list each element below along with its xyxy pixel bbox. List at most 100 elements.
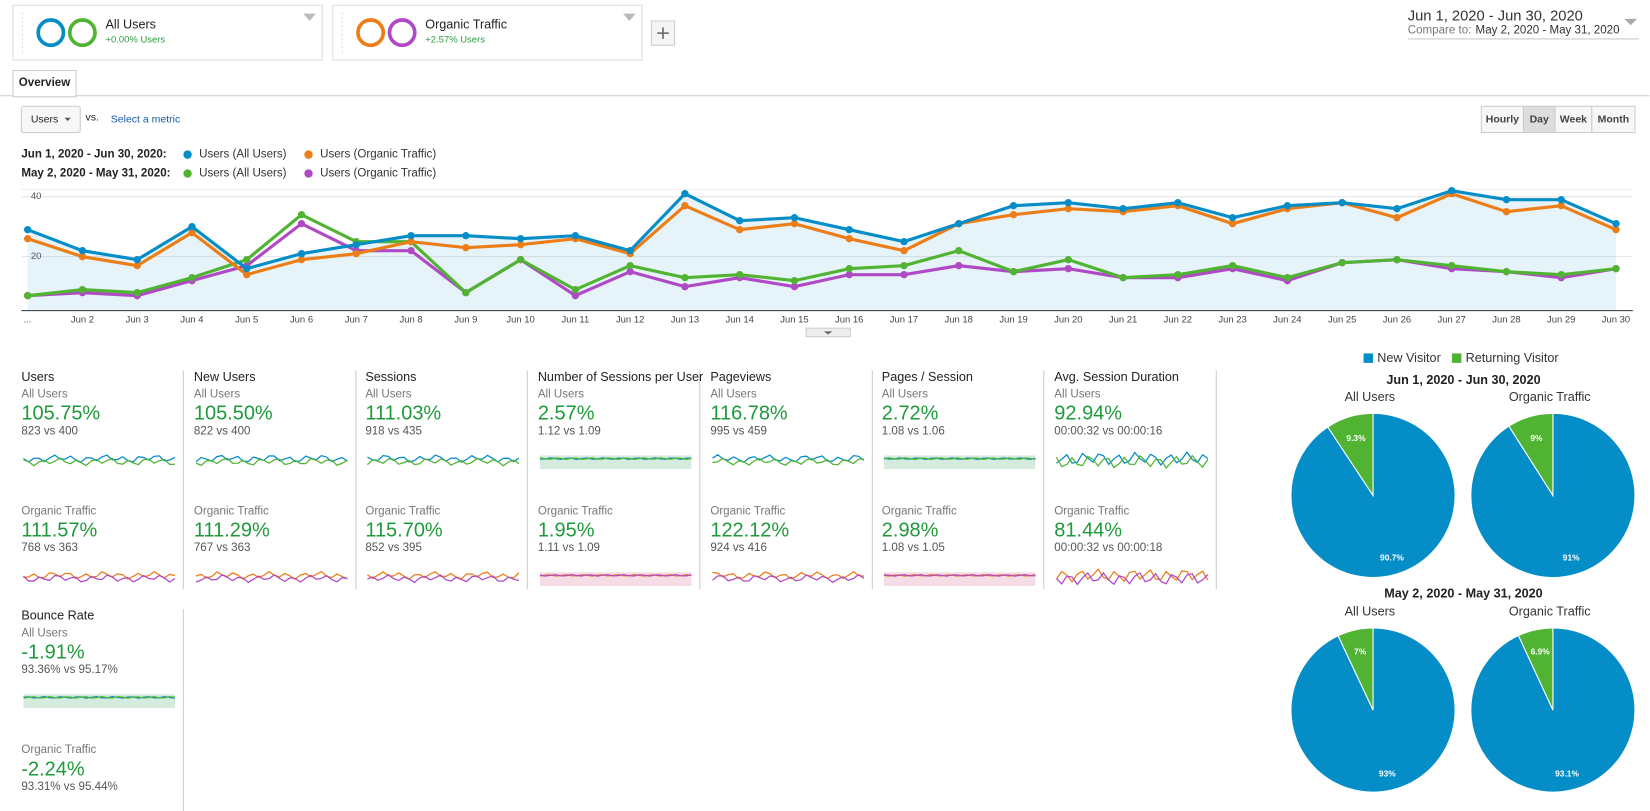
series-point — [23, 234, 32, 243]
metric-change: 111.57% — [21, 519, 97, 541]
x-tick-label: Jun 20 — [1054, 314, 1082, 325]
tab[interactable] — [12, 69, 77, 98]
sparkline — [712, 573, 865, 584]
series-point — [790, 276, 799, 285]
pie-legend-swatch — [1451, 353, 1462, 363]
x-tick-label: Jun 17 — [890, 314, 918, 325]
series-point — [626, 246, 634, 255]
x-tick-label: Jun 19 — [999, 314, 1027, 325]
interval-button[interactable] — [1554, 105, 1593, 134]
series-point — [736, 270, 744, 279]
metric-segment: All Users — [710, 389, 756, 401]
series-point — [407, 237, 415, 246]
series-point — [133, 288, 141, 297]
spark-fill — [539, 572, 692, 586]
metric-change: -1.91% — [21, 641, 85, 663]
series-point — [1064, 255, 1072, 264]
sparkline — [195, 454, 348, 463]
x-tick-label: Jun 28 — [1492, 314, 1520, 325]
legend-dot — [304, 150, 313, 159]
x-tick-label: Jun 22 — [1164, 314, 1192, 325]
x-tick-label: Jun 14 — [725, 314, 753, 325]
metric-comparison: 00:00:32 vs 00:00:18 — [1054, 542, 1162, 554]
metric-name: Number of Sessions per User — [538, 370, 703, 384]
series-point — [1119, 205, 1127, 213]
segment-box[interactable] — [12, 4, 323, 61]
series-point — [297, 255, 306, 264]
series-point — [900, 261, 908, 270]
sparkline — [367, 457, 520, 467]
pie-slice — [1337, 627, 1374, 711]
legend-dot — [304, 169, 313, 178]
series-point — [1064, 264, 1072, 273]
series-point — [681, 190, 689, 198]
x-tick-label: Jun 27 — [1438, 314, 1466, 325]
metric-name: Pageviews — [710, 370, 771, 384]
sparkline — [1056, 451, 1209, 467]
segment-box[interactable] — [332, 4, 643, 61]
series-point — [243, 255, 251, 264]
metric-segment: All Users — [194, 389, 240, 401]
metric-label: Users — [31, 114, 58, 126]
x-tick-label: Jun 9 — [454, 314, 477, 325]
segment-dropdown[interactable] — [303, 13, 316, 22]
segment-dropdown[interactable] — [623, 13, 636, 22]
metric-change: 111.29% — [194, 519, 270, 541]
x-tick-label: Jun 2 — [71, 314, 94, 325]
legend-name: Users (All Users) — [199, 149, 287, 161]
metric-comparison: 822 vs 400 — [194, 425, 251, 437]
series-point — [681, 282, 689, 291]
series-point — [1228, 261, 1237, 270]
series-point — [1557, 202, 1565, 210]
series-point — [736, 225, 744, 234]
select-metric: Select a metric — [111, 114, 180, 126]
metric-change: 2.57% — [538, 403, 595, 425]
series-point — [516, 255, 525, 264]
metric-segment: All Users — [882, 389, 928, 401]
series-point — [1174, 270, 1182, 279]
series-point — [571, 291, 580, 300]
series-point — [297, 249, 306, 258]
series-point — [681, 273, 689, 282]
pie-slice — [1327, 412, 1374, 498]
sparkline — [1055, 571, 1209, 586]
series-point — [78, 252, 87, 261]
date-range: Jun 1, 2020 - Jun 30, 2020 — [1408, 9, 1583, 25]
series-point — [845, 270, 853, 279]
spark-fill — [539, 455, 692, 470]
sparkline — [23, 570, 176, 580]
series-point — [571, 231, 580, 240]
y-tick-label: 20 — [31, 251, 42, 262]
series-point — [790, 220, 799, 228]
metric-dropdown[interactable] — [20, 105, 81, 134]
series-point — [1448, 187, 1456, 195]
series-point — [516, 240, 525, 249]
x-tick-label: Jun 6 — [290, 314, 313, 325]
series-point — [243, 264, 251, 273]
x-tick-label: Jun 11 — [562, 314, 590, 325]
x-tick-label: Jun 13 — [671, 314, 699, 325]
series-point — [790, 214, 799, 222]
series-point — [23, 225, 32, 234]
x-tick-label: Jun 4 — [180, 314, 203, 325]
pie-title: All Users — [1345, 390, 1395, 404]
metric-arrow — [64, 117, 71, 121]
date-dropdown[interactable] — [1624, 18, 1638, 26]
series-point — [297, 211, 306, 219]
interval-button[interactable] — [1522, 105, 1556, 134]
series-point — [1283, 202, 1292, 210]
series-point — [626, 261, 634, 270]
interval-button[interactable] — [1591, 105, 1636, 134]
pie-slice — [1508, 412, 1554, 498]
series-point — [1283, 273, 1292, 282]
series-point — [1393, 205, 1401, 213]
metric-comparison: 1.08 vs 1.05 — [882, 542, 945, 554]
x-tick-label: ... — [23, 314, 31, 325]
series-point — [955, 261, 963, 270]
series-point — [1612, 220, 1620, 228]
series-point — [845, 264, 853, 273]
metric-change: 105.50% — [194, 403, 273, 425]
series-point — [955, 220, 963, 228]
